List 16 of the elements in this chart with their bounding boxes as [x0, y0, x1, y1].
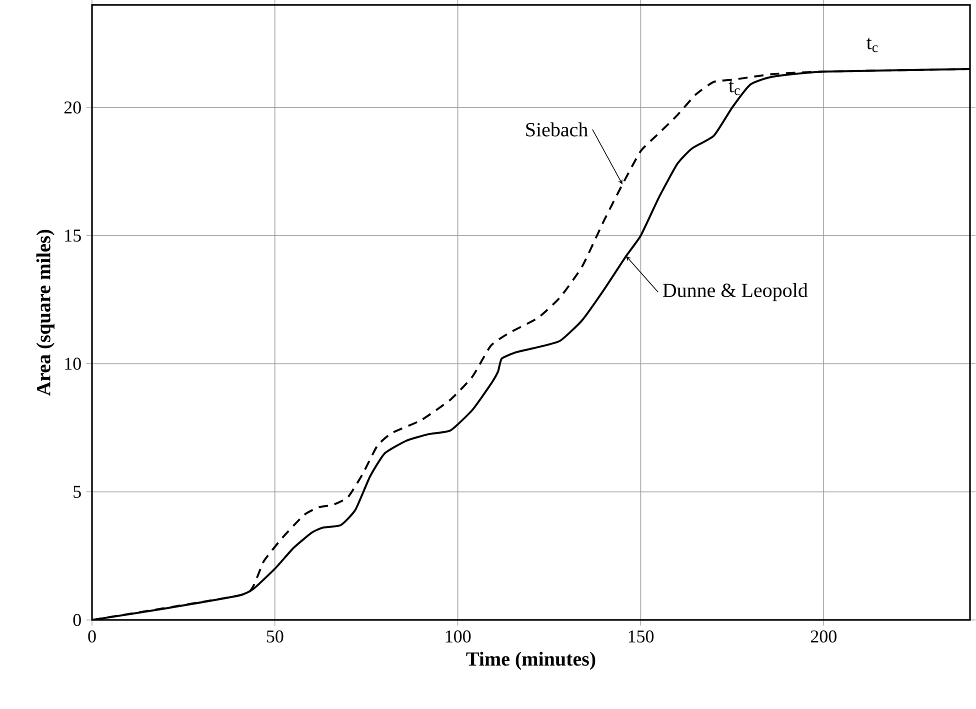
y-axis-title: Area (square miles)	[36, 230, 54, 396]
text: Dunne & Leopold	[662, 283, 808, 302]
y-tick-label: 0	[73, 614, 81, 626]
x-tick-label: 200	[810, 630, 836, 643]
x-tick-label: 0	[88, 630, 96, 643]
text: Siebach	[526, 122, 588, 136]
annotation: t$_{c}$	[866, 38, 878, 52]
x-tick-label: 150	[628, 630, 654, 643]
x-tick-label: 50	[266, 630, 284, 643]
y-tick-label: 15	[65, 230, 81, 242]
x-axis-title: Time (minutes)	[466, 652, 596, 670]
annotation: t$_{c}$	[728, 80, 740, 96]
y-tick-label: 10	[65, 358, 81, 370]
y-tick-label: 5	[74, 486, 81, 498]
y-tick-label: 20	[64, 101, 81, 114]
x-tick-label: 100	[446, 630, 471, 643]
